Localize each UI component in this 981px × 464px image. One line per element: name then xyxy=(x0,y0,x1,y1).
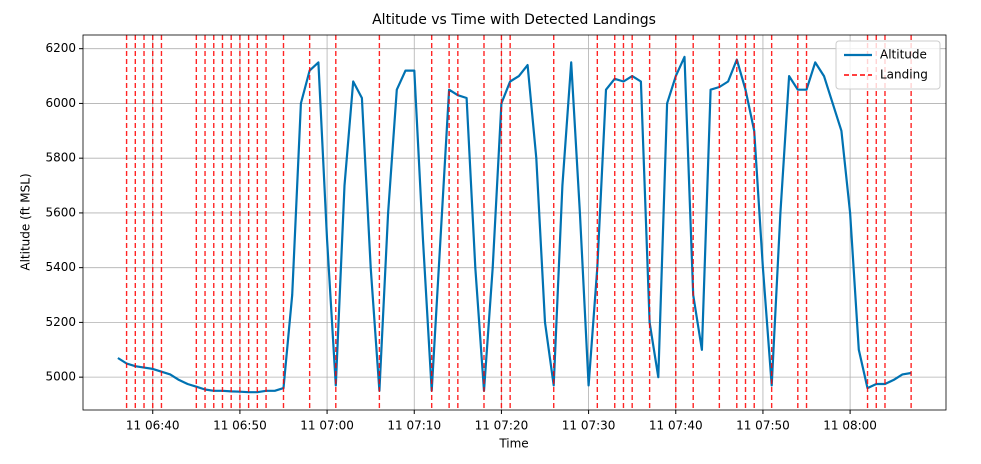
y-axis-label: Altitude (ft MSL) xyxy=(19,173,33,270)
y-tick-label: 5200 xyxy=(45,315,76,329)
y-tick-label: 5800 xyxy=(45,151,76,165)
x-tick-label: 11 07:50 xyxy=(736,419,790,433)
y-tick-label: 6000 xyxy=(45,96,76,110)
y-tick-label: 5600 xyxy=(45,205,76,219)
y-tick-label: 5000 xyxy=(45,370,76,384)
x-tick-label: 11 07:40 xyxy=(649,419,703,433)
x-tick-label: 11 07:30 xyxy=(562,419,616,433)
plot-frame xyxy=(82,34,947,411)
x-tick-label: 11 08:00 xyxy=(823,419,877,433)
legend-box xyxy=(835,40,941,90)
chart-title: Altitude vs Time with Detected Landings xyxy=(372,12,656,28)
x-tick-label: 11 07:10 xyxy=(387,419,441,433)
x-axis-label: Time xyxy=(498,437,528,451)
x-tick-label: 11 07:00 xyxy=(300,419,354,433)
y-tick-label: 6200 xyxy=(45,41,76,55)
y-tick-label: 5400 xyxy=(45,260,76,274)
legend-label: Altitude xyxy=(880,48,927,62)
data-line xyxy=(117,55,912,394)
x-tick-label: 11 06:50 xyxy=(213,419,267,433)
x-tick-label: 11 06:40 xyxy=(126,419,180,433)
legend-label: Landing xyxy=(880,68,928,82)
x-tick-label: 11 07:20 xyxy=(475,419,529,433)
